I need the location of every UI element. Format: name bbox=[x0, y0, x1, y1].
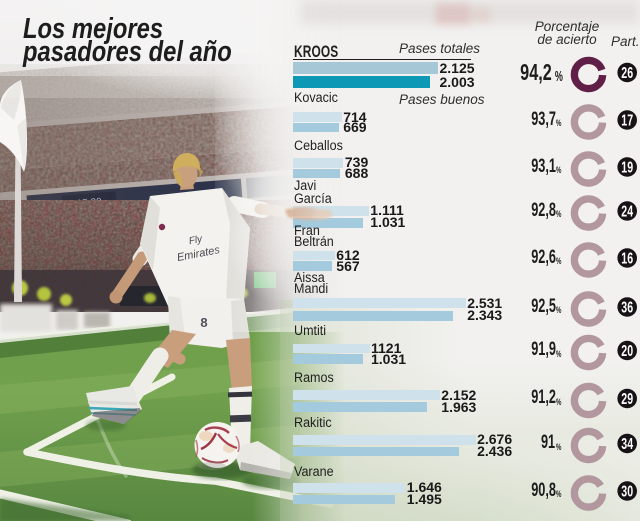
svg-text:20: 20 bbox=[621, 343, 633, 360]
svg-text:8: 8 bbox=[200, 315, 207, 330]
svg-text:26: 26 bbox=[621, 65, 633, 82]
svg-text:16: 16 bbox=[621, 251, 633, 268]
svg-text:Fly: Fly bbox=[188, 234, 204, 248]
svg-text:24: 24 bbox=[621, 204, 633, 221]
svg-text:17: 17 bbox=[621, 113, 633, 130]
svg-text:36: 36 bbox=[621, 300, 633, 317]
svg-text:19: 19 bbox=[621, 160, 633, 177]
